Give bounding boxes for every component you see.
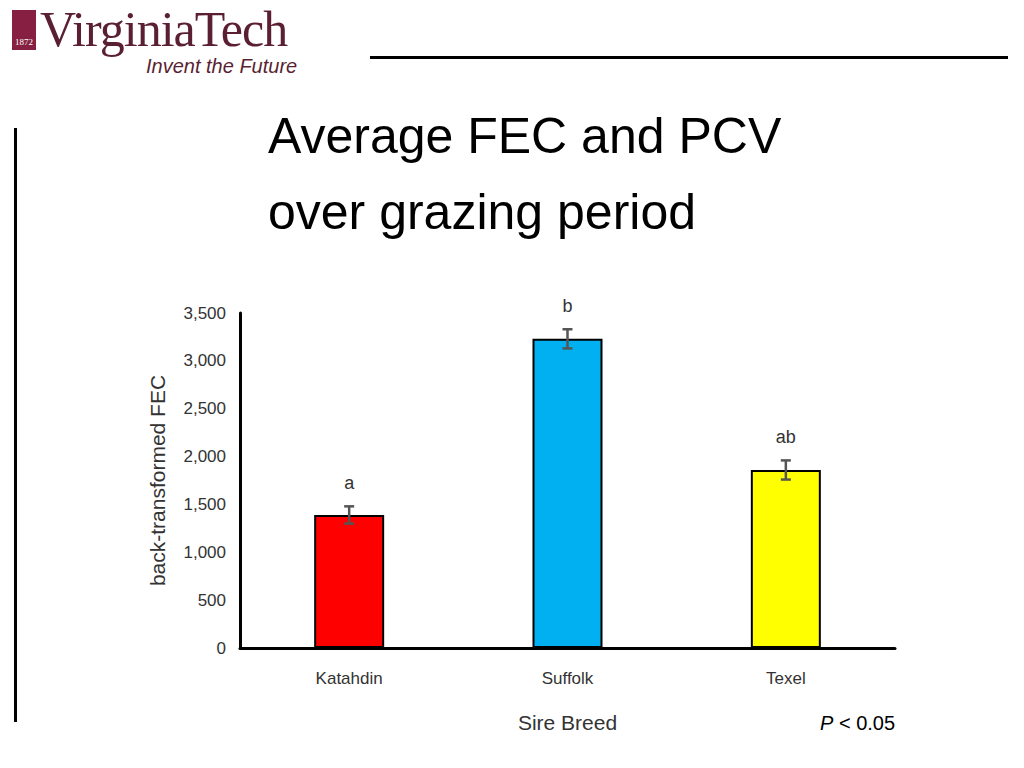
svg-text:1,000: 1,000	[183, 543, 226, 562]
svg-text:3,000: 3,000	[183, 351, 226, 370]
svg-text:2,500: 2,500	[183, 399, 226, 418]
svg-text:Suffolk: Suffolk	[542, 669, 594, 688]
svg-text:Katahdin: Katahdin	[316, 669, 383, 688]
html-text:P < 0.05: P < 0.05	[820, 712, 896, 734]
svg-text:back-transformed FEC: back-transformed FEC	[146, 375, 169, 586]
html-text:VirginiaTech: VirginiaTech	[40, 1, 288, 57]
svg-text:Texel: Texel	[766, 669, 806, 688]
html-text:1872: 1872	[15, 37, 33, 47]
svg-text:1,500: 1,500	[183, 495, 226, 514]
svg-text:b: b	[562, 296, 572, 316]
svg-text:a: a	[344, 473, 355, 493]
svg-text:0: 0	[217, 639, 226, 658]
html-text:Average FEC and PCV over grazi: Average FEC and PCV over grazing period	[268, 108, 782, 240]
svg-text:500: 500	[198, 591, 226, 610]
svg-text:ab: ab	[776, 427, 796, 447]
svg-text:3,500: 3,500	[183, 304, 226, 323]
svg-text:Sire Breed: Sire Breed	[518, 711, 617, 734]
html-text:Invent the Future: Invent the Future	[146, 55, 298, 77]
svg-text:2,000: 2,000	[183, 447, 226, 466]
